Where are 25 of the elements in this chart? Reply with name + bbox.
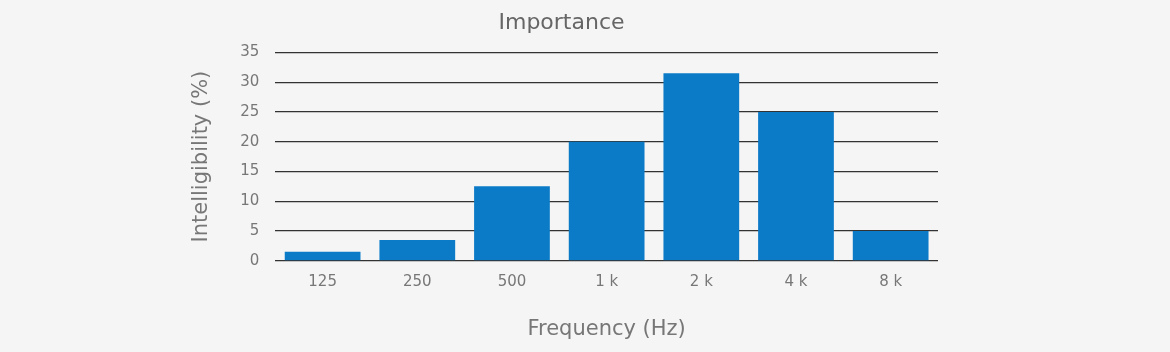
bar	[284, 251, 361, 261]
bar	[852, 231, 929, 261]
x-tick-label: 2 k	[689, 271, 714, 290]
chart-title: Importance	[498, 8, 625, 34]
y-tick-label: 15	[240, 161, 260, 180]
y-tick-label: 25	[240, 101, 260, 120]
y-tick-label: 30	[240, 72, 260, 91]
bar	[474, 186, 550, 261]
y-axis-title: Intelligibility (%)	[188, 70, 213, 243]
bar	[758, 111, 834, 261]
x-axis-title: Frequency (Hz)	[527, 315, 686, 340]
bar	[568, 141, 645, 261]
x-tick-label: 8 k	[879, 271, 903, 290]
bar	[379, 239, 456, 261]
y-tick-label: 35	[240, 42, 260, 61]
y-tick-label: 10	[240, 191, 260, 210]
x-tick-label: 500	[497, 271, 527, 290]
x-tick-label: 1 k	[595, 271, 619, 290]
y-tick-label: 5	[249, 220, 260, 239]
x-tick-label: 250	[402, 271, 432, 290]
x-tick-label: 4 k	[784, 271, 808, 290]
bar	[663, 73, 740, 261]
x-tick-label: 125	[308, 271, 337, 290]
y-tick-label: 0	[249, 250, 260, 269]
y-tick-label: 20	[240, 131, 260, 150]
